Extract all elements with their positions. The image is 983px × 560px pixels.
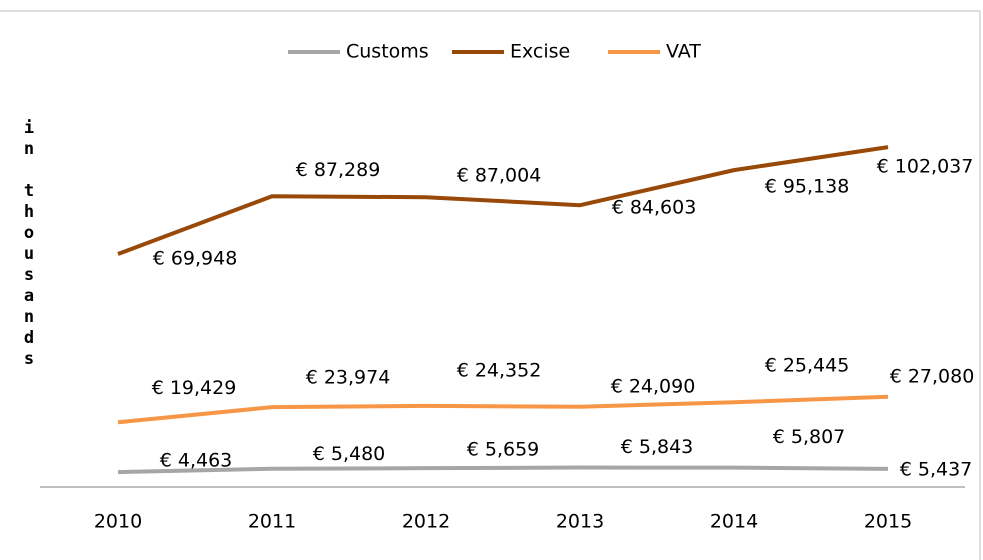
y-axis-label: in thousands: [19, 118, 39, 370]
legend-label: Excise: [510, 41, 570, 63]
x-tick-label: 2015: [864, 511, 912, 533]
data-label: € 5,807: [773, 426, 846, 448]
data-label: € 5,843: [621, 436, 694, 458]
data-label: € 87,004: [457, 165, 542, 187]
data-label: € 4,463: [160, 450, 233, 472]
x-tick-label: 2014: [710, 511, 758, 533]
series-line: [117, 145, 889, 256]
series-line: [117, 394, 889, 425]
data-label: € 23,974: [306, 367, 391, 389]
data-label: € 87,289: [296, 159, 381, 181]
data-label: € 5,659: [467, 439, 540, 461]
data-label: € 19,429: [152, 377, 237, 399]
data-label: € 84,603: [612, 197, 697, 219]
data-label: € 27,080: [890, 365, 975, 387]
x-tick-label: 2013: [556, 511, 604, 533]
data-label: € 25,445: [765, 355, 850, 377]
data-label: € 24,090: [611, 375, 696, 397]
data-label: € 5,437: [900, 458, 973, 480]
legend-label: VAT: [666, 41, 701, 63]
data-label: € 95,138: [765, 176, 850, 198]
legend-label: Customs: [346, 41, 429, 63]
data-label: € 102,037: [877, 156, 974, 178]
x-tick-label: 2012: [402, 511, 450, 533]
x-tick-label: 2011: [248, 511, 296, 533]
series-line: [117, 465, 889, 475]
data-label: € 5,480: [313, 443, 386, 465]
data-label: € 69,948: [153, 248, 238, 270]
data-label: € 24,352: [457, 359, 542, 381]
x-tick-label: 2010: [94, 511, 142, 533]
